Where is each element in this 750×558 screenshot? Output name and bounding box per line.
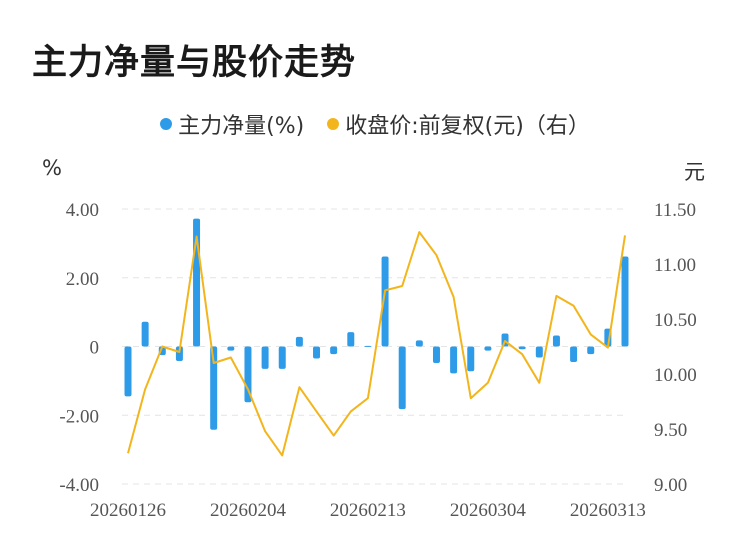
net-flow-bar [313, 346, 321, 359]
x-axis-tick-label: 20260204 [210, 500, 287, 521]
right-axis-tick-label: 9.00 [654, 475, 687, 496]
net-flow-bar [141, 321, 149, 347]
left-axis-tick-label: 4.00 [66, 200, 99, 221]
x-axis-tick-label: 20260126 [90, 500, 166, 521]
legend-item-close-price[interactable]: 收盘价:前复权(元)（右） [327, 108, 590, 140]
legend-dot-net-flow [160, 118, 173, 130]
net-flow-bar [364, 345, 372, 347]
net-flow-bar [552, 335, 560, 347]
legend-item-net-flow[interactable]: 主力净量(%) [160, 108, 304, 140]
net-flow-bar [432, 346, 440, 363]
net-flow-bar [381, 256, 389, 347]
net-flow-bar [518, 346, 526, 350]
left-axis-tick-label: 0 [90, 338, 100, 359]
legend-dot-close-price [327, 118, 340, 130]
net-flow-bar [278, 346, 286, 369]
net-flow-bar [621, 256, 629, 347]
x-axis-tick-label: 20260213 [330, 500, 406, 521]
right-axis-tick-label: 9.50 [654, 420, 687, 441]
net-flow-bar [450, 346, 458, 374]
net-flow-bar [484, 346, 492, 351]
net-flow-bar [535, 346, 543, 358]
right-axis-tick-label: 10.50 [654, 310, 697, 331]
close-price-line [127, 231, 626, 457]
x-axis-tick-label: 20260304 [450, 500, 527, 521]
right-axis-tick-label: 11.50 [654, 200, 696, 221]
net-flow-bar [124, 346, 132, 397]
net-flow-bar [570, 346, 578, 362]
left-axis-tick-label: -4.00 [59, 475, 99, 496]
net-flow-bar [295, 336, 303, 347]
left-axis-tick-label: -2.00 [59, 406, 99, 427]
right-axis-unit: 元 [684, 160, 705, 184]
net-flow-bar [347, 332, 355, 347]
legend-label-net-flow: 主力净量(%) [178, 114, 305, 139]
net-flow-bar [398, 346, 406, 410]
net-flow-bar [175, 346, 183, 361]
left-axis-tick-label: 2.00 [66, 269, 99, 290]
left-axis-unit: % [42, 156, 62, 180]
chart-title: 主力净量与股价走势 [32, 43, 357, 83]
net-flow-bar [244, 346, 252, 403]
net-flow-bar [587, 346, 595, 355]
net-flow-bar [330, 346, 338, 355]
net-flow-bar [415, 340, 423, 347]
right-axis-tick-label: 11.00 [654, 255, 696, 276]
net-flow-bar [210, 346, 218, 430]
right-axis-tick-label: 10.00 [654, 365, 697, 386]
net-flow-bar [467, 346, 475, 372]
x-axis-tick-label: 20260313 [570, 500, 646, 521]
legend-label-close-price: 收盘价:前复权(元)（右） [345, 114, 590, 139]
legend: 主力净量(%) 收盘价:前复权(元)（右） [0, 108, 750, 140]
net-flow-bar [227, 346, 235, 351]
net-flow-bar [261, 346, 269, 369]
